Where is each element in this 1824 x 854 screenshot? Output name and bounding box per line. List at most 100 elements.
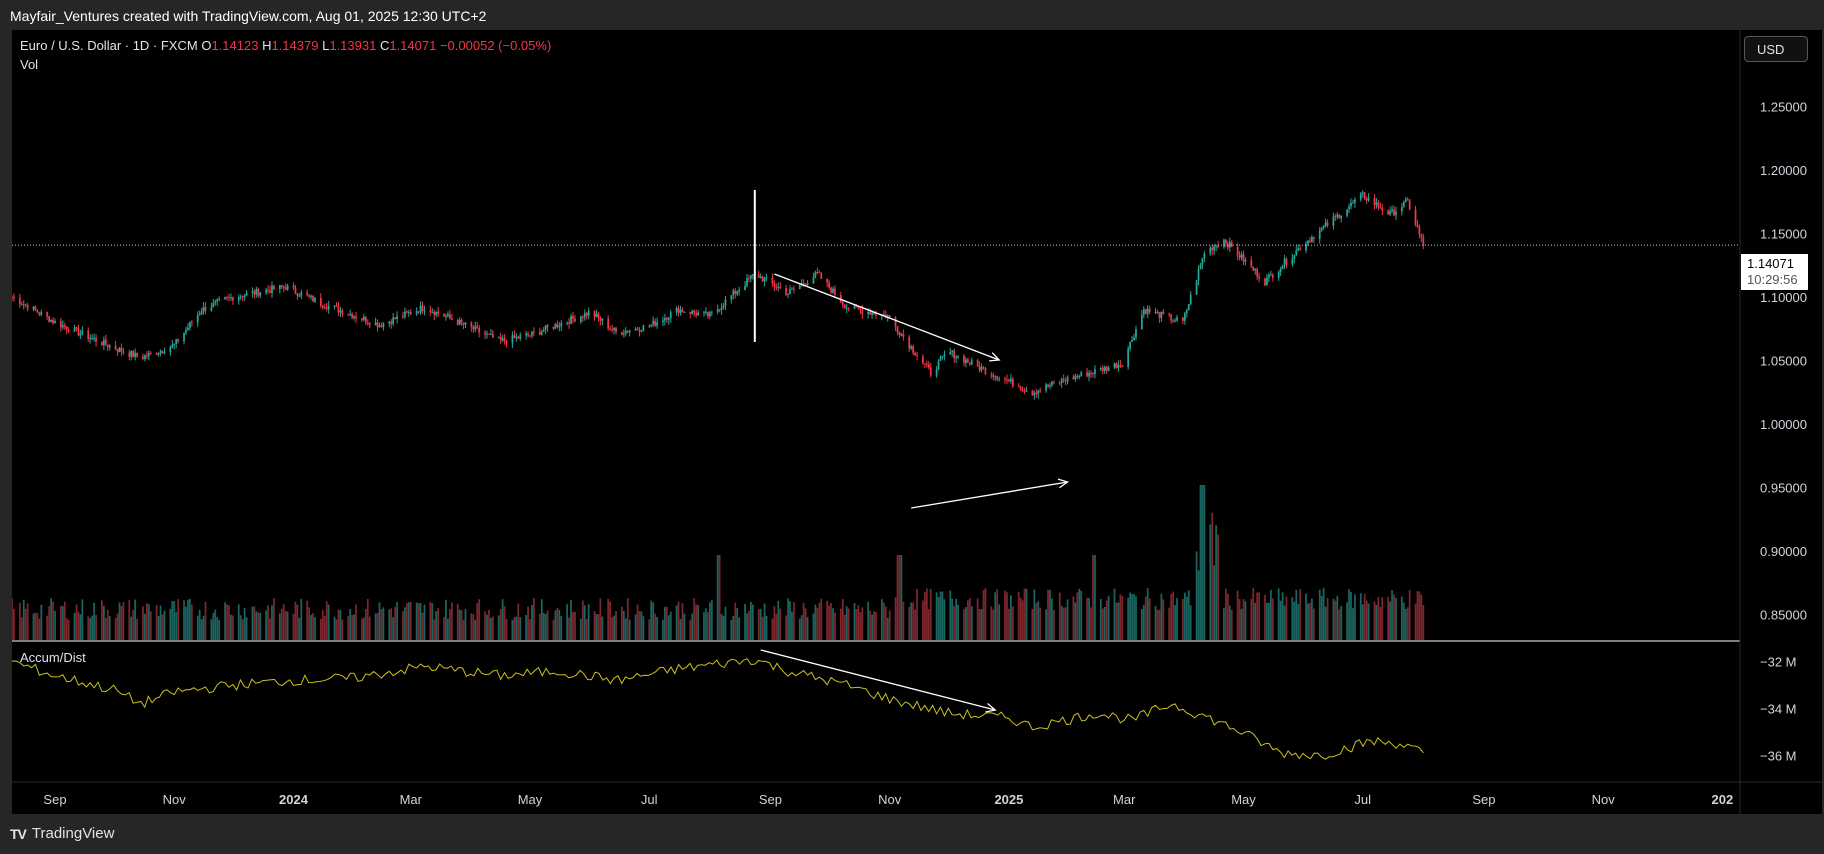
candle-body bbox=[675, 308, 678, 313]
volume-bar bbox=[435, 611, 438, 640]
volume-bar bbox=[382, 607, 385, 640]
volume-bar bbox=[421, 612, 424, 640]
candle-body bbox=[1354, 199, 1356, 203]
volume-bar bbox=[390, 608, 393, 640]
volume-bar bbox=[40, 604, 43, 640]
candle-body bbox=[898, 332, 901, 336]
volume-bar bbox=[114, 618, 117, 640]
volume-bar bbox=[214, 609, 217, 640]
candle-body bbox=[587, 311, 590, 316]
volume-bar bbox=[922, 600, 924, 640]
volume-bar bbox=[996, 589, 999, 640]
volume-bar bbox=[1373, 601, 1376, 640]
currency-button[interactable]: USD bbox=[1744, 36, 1808, 62]
volume-bar bbox=[615, 611, 617, 640]
candle-body bbox=[1113, 363, 1116, 368]
volume-bar bbox=[1264, 594, 1266, 640]
volume-bar bbox=[757, 609, 760, 640]
candle-body bbox=[1172, 320, 1175, 322]
candle-body bbox=[949, 351, 952, 355]
volume-bar bbox=[853, 603, 856, 640]
candle-body bbox=[26, 304, 29, 310]
volume-bar bbox=[224, 602, 226, 640]
accum-dist-indicator-label[interactable]: Accum/Dist bbox=[20, 650, 86, 665]
volume-bar bbox=[237, 604, 240, 640]
volume-bar bbox=[409, 601, 412, 640]
volume-bar bbox=[189, 598, 191, 640]
volume-bar bbox=[101, 600, 103, 640]
candle-body bbox=[681, 309, 684, 313]
candle-body bbox=[443, 313, 445, 317]
volume-bar bbox=[902, 601, 905, 640]
volume-bar bbox=[361, 618, 363, 640]
volume-bar bbox=[1215, 525, 1218, 640]
candle-body bbox=[994, 376, 997, 378]
volume-bar bbox=[894, 597, 897, 640]
volume-bar bbox=[1156, 609, 1159, 640]
volume-bar bbox=[423, 604, 426, 640]
volume-layer bbox=[12, 485, 1425, 640]
volume-bar bbox=[579, 618, 582, 640]
volume-bar bbox=[695, 604, 698, 640]
volume-bar bbox=[806, 617, 809, 640]
volume-bar bbox=[474, 619, 477, 640]
candle-body bbox=[251, 291, 254, 293]
volume-bar bbox=[1006, 592, 1008, 640]
candle-body bbox=[1133, 337, 1135, 341]
volume-bar bbox=[1277, 588, 1280, 640]
volume-bar bbox=[914, 609, 916, 640]
volume-bar bbox=[353, 614, 355, 640]
volume-bar bbox=[677, 601, 680, 640]
chart-area[interactable]: 1.300001.250001.200001.150001.100001.050… bbox=[12, 30, 1822, 814]
candle-body bbox=[374, 322, 377, 326]
tradingview-logo[interactable]: TV TradingView bbox=[10, 825, 114, 842]
volume-bar bbox=[1160, 593, 1163, 640]
time-axis-tick: May bbox=[1231, 792, 1256, 807]
last-price-tag: 1.14071 10:29:56 bbox=[1741, 254, 1808, 290]
volume-bar bbox=[861, 607, 864, 640]
candle-body bbox=[462, 322, 465, 325]
candle-body bbox=[476, 326, 479, 328]
candle-body bbox=[296, 293, 299, 296]
candle-body bbox=[89, 338, 92, 340]
candle-body bbox=[1281, 266, 1284, 269]
candle-body bbox=[95, 337, 97, 342]
volume-bar bbox=[1213, 565, 1216, 640]
volume-indicator-label[interactable]: Vol bbox=[20, 57, 39, 72]
volume-bar bbox=[538, 613, 541, 640]
volume-bar bbox=[388, 609, 391, 640]
candle-body bbox=[984, 368, 987, 375]
candle-body bbox=[134, 352, 137, 357]
candle-body bbox=[517, 336, 520, 339]
volume-bar bbox=[1365, 600, 1368, 640]
candle-body bbox=[376, 322, 379, 328]
volume-bar bbox=[978, 609, 981, 640]
candle-body bbox=[531, 331, 533, 336]
candle-body bbox=[216, 299, 219, 302]
candle-body bbox=[978, 365, 981, 371]
volume-bar bbox=[460, 609, 463, 640]
candle-body bbox=[1242, 254, 1245, 262]
candle-body bbox=[325, 307, 328, 310]
candle-body bbox=[300, 292, 303, 296]
volume-bar bbox=[679, 618, 682, 640]
candle-body bbox=[970, 360, 973, 365]
volume-bar bbox=[396, 601, 398, 640]
candle-body bbox=[820, 272, 823, 279]
chart-canvas[interactable]: 1.300001.250001.200001.150001.100001.050… bbox=[12, 30, 1822, 814]
ad-trend-arrow bbox=[760, 649, 997, 713]
volume-bar bbox=[351, 615, 354, 640]
volume-bar bbox=[323, 615, 326, 640]
candle-body bbox=[241, 296, 244, 298]
candle-body bbox=[566, 322, 569, 324]
candle-body bbox=[861, 309, 864, 314]
volume-bar bbox=[1238, 599, 1241, 640]
candle-body bbox=[1422, 237, 1425, 246]
candle-body bbox=[937, 360, 940, 370]
volume-bar bbox=[611, 617, 613, 640]
candle-body bbox=[853, 305, 856, 309]
volume-bar bbox=[1074, 602, 1077, 640]
volume-bar bbox=[1332, 598, 1335, 640]
volume-bar bbox=[79, 614, 82, 640]
